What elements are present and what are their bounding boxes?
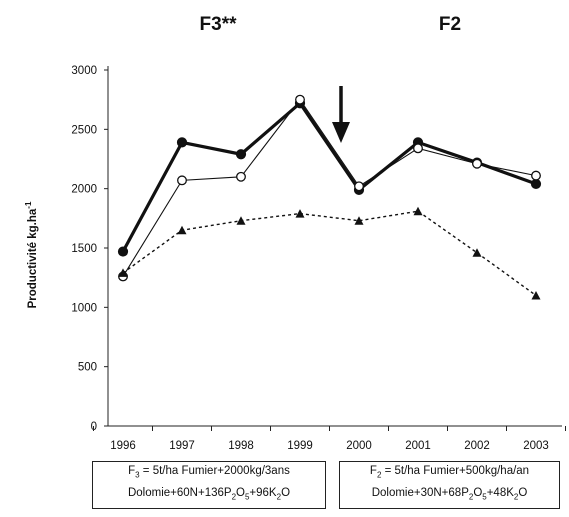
series-line-3	[122, 210, 537, 297]
data-point-triangle	[354, 216, 364, 225]
data-point-open-circle	[295, 94, 305, 105]
legend-box-f3-line1: F3 = 5t/ha Fumier+2000kg/3ans	[128, 465, 290, 480]
legend-box-f2-line2: Dolomie+30N+68P2O5+48K2O	[371, 487, 528, 502]
data-point-triangle	[531, 290, 541, 300]
data-point-open-circle	[472, 158, 482, 169]
x-tick-label: 2001	[405, 440, 431, 452]
legend-box-f2-line1: F2 = 5t/ha Fumier+500kg/ha/an	[369, 465, 530, 480]
data-point-open-circle	[531, 170, 541, 181]
data-point-triangle	[177, 225, 187, 235]
data-point-triangle	[118, 268, 128, 277]
data-point-filled-circle	[235, 149, 247, 160]
legend-box-f2: F2 = 5t/ha Fumier+500kg/ha/an Dolomie+30…	[339, 461, 560, 509]
section-label-f2: F2	[439, 14, 461, 35]
data-point-open-circle	[354, 181, 364, 192]
data-point-open-circle	[177, 175, 187, 186]
y-axis-label: Productivité kg.ha-1	[24, 201, 39, 308]
y-tick-label: 3000	[71, 65, 97, 77]
data-point-filled-circle	[117, 246, 129, 257]
section-label-f3: F3**	[200, 14, 238, 35]
y-tick-label: 1000	[71, 302, 97, 314]
x-tick-label: 2003	[523, 440, 549, 452]
series-line-1	[121, 100, 537, 253]
data-point-filled-circle	[176, 137, 188, 148]
data-point-filled-circle	[530, 178, 542, 190]
data-point-triangle	[236, 216, 246, 225]
y-tick-label: 500	[78, 362, 97, 374]
x-tick-label: 1998	[228, 440, 254, 452]
x-tick-label: 1999	[287, 440, 313, 452]
data-point-triangle	[472, 248, 482, 257]
data-point-triangle	[295, 209, 305, 218]
down-arrow-icon	[332, 86, 350, 143]
data-point-open-circle	[236, 171, 246, 182]
data-point-triangle	[413, 206, 423, 216]
y-tick-label: 2000	[71, 184, 97, 196]
y-tick-label: 1500	[71, 243, 97, 255]
legend-box-f3: F3 = 5t/ha Fumier+2000kg/3ans Dolomie+60…	[92, 461, 326, 509]
data-point-open-circle	[413, 143, 423, 154]
x-tick-label: 1997	[169, 440, 195, 452]
x-tick-label: 1996	[110, 440, 136, 452]
x-tick-label: 2002	[464, 440, 490, 452]
legend-box-f3-line2: Dolomie+60N+136P2O5+96K2O	[127, 487, 291, 502]
series-line-2	[122, 98, 537, 277]
x-tick-label: 2000	[346, 440, 372, 452]
y-tick-label: 2500	[71, 124, 97, 136]
